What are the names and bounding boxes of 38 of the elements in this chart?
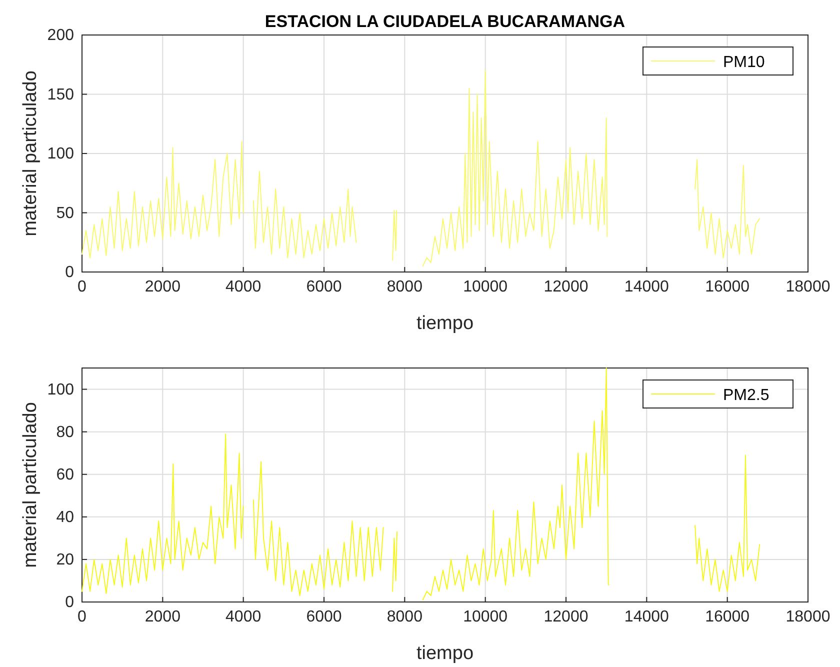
x-tick-label: 0 bbox=[78, 608, 87, 626]
y-tick-label: 0 bbox=[65, 264, 74, 282]
x-axis-title: tiempo bbox=[416, 643, 474, 664]
x-tick-label: 14000 bbox=[624, 278, 670, 296]
y-tick-label: 100 bbox=[47, 381, 74, 398]
x-tick-label: 2000 bbox=[144, 608, 181, 626]
x-tick-label: 16000 bbox=[705, 278, 750, 296]
chart-title: ESTACION LA CIUDADELA BUCARAMANGA bbox=[264, 12, 626, 31]
y-axis-title: material particulado bbox=[20, 402, 41, 568]
y-tick-label: 40 bbox=[56, 509, 74, 526]
x-tick-label: 8000 bbox=[386, 278, 423, 296]
y-tick-label: 0 bbox=[65, 594, 74, 612]
x-tick-label: 8000 bbox=[386, 608, 423, 626]
legend-label: PM10 bbox=[723, 54, 765, 71]
x-tick-label: 2000 bbox=[144, 278, 181, 296]
y-tick-label: 200 bbox=[47, 27, 74, 44]
x-tick-label: 4000 bbox=[226, 278, 262, 296]
x-axis-title: tiempo bbox=[416, 313, 474, 334]
y-tick-label: 20 bbox=[56, 552, 74, 569]
y-tick-label: 100 bbox=[47, 146, 74, 163]
x-tick-label: 12000 bbox=[544, 278, 588, 296]
x-tick-label: 18000 bbox=[786, 278, 830, 296]
x-tick-label: 6000 bbox=[306, 278, 342, 296]
legend-label: PM2.5 bbox=[723, 387, 770, 404]
x-tick-label: 6000 bbox=[306, 608, 342, 626]
y-tick-label: 80 bbox=[56, 424, 74, 441]
x-tick-label: 10000 bbox=[463, 608, 508, 626]
x-tick-label: 14000 bbox=[624, 608, 670, 626]
y-axis-title: material particulado bbox=[20, 70, 41, 236]
x-tick-label: 10000 bbox=[463, 278, 508, 296]
x-tick-label: 18000 bbox=[786, 608, 830, 626]
x-tick-label: 16000 bbox=[705, 608, 750, 626]
y-tick-label: 50 bbox=[56, 204, 74, 222]
x-tick-label: 12000 bbox=[544, 608, 588, 626]
y-tick-label: 60 bbox=[56, 466, 74, 484]
x-tick-label: 0 bbox=[78, 278, 87, 296]
x-tick-label: 4000 bbox=[226, 608, 262, 626]
y-tick-label: 150 bbox=[47, 86, 74, 104]
